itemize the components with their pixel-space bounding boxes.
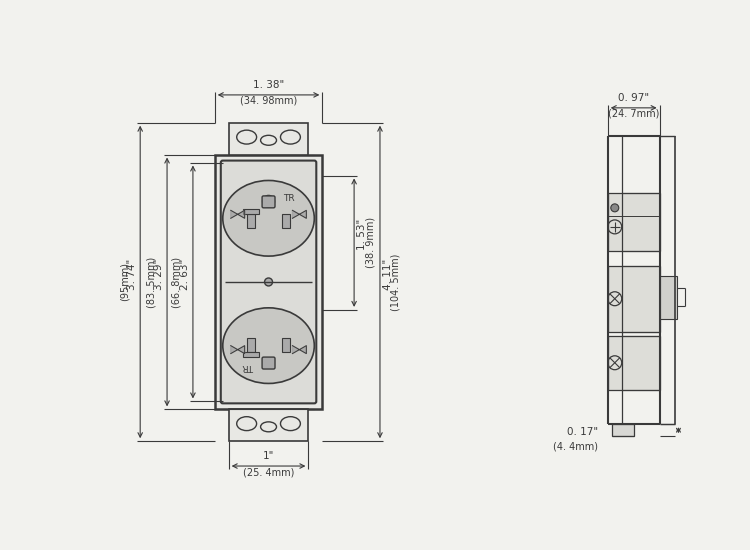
Text: (25. 4mm): (25. 4mm) — [243, 467, 294, 477]
Text: (34. 98mm): (34. 98mm) — [240, 96, 297, 106]
Bar — [608, 194, 659, 251]
FancyBboxPatch shape — [243, 210, 259, 215]
Polygon shape — [231, 210, 244, 218]
Text: (83. 5mm): (83. 5mm) — [146, 256, 156, 307]
FancyBboxPatch shape — [262, 357, 275, 369]
Ellipse shape — [223, 308, 314, 383]
Text: 1. 38": 1. 38" — [253, 80, 284, 90]
Text: (66. 8mm): (66. 8mm) — [172, 256, 182, 307]
FancyBboxPatch shape — [283, 214, 290, 228]
Text: TR: TR — [243, 362, 254, 371]
Text: 4. 11": 4. 11" — [383, 258, 393, 290]
Bar — [229, 409, 308, 441]
Bar — [612, 424, 634, 436]
Text: (95mm): (95mm) — [119, 262, 129, 301]
Text: (38. 9mm): (38. 9mm) — [365, 217, 375, 268]
Text: 0. 97": 0. 97" — [618, 93, 650, 103]
FancyBboxPatch shape — [283, 338, 290, 351]
Bar — [229, 123, 308, 155]
Polygon shape — [292, 210, 306, 218]
Text: 2. 63": 2. 63" — [180, 258, 190, 290]
Polygon shape — [231, 345, 244, 354]
Text: 3. 74": 3. 74" — [128, 258, 137, 290]
Bar — [608, 266, 659, 332]
Ellipse shape — [223, 180, 314, 256]
Text: 1. 53": 1. 53" — [357, 219, 367, 250]
Text: TR: TR — [283, 194, 294, 203]
Text: (24. 7mm): (24. 7mm) — [608, 109, 659, 119]
Text: (104. 5mm): (104. 5mm) — [391, 254, 401, 311]
Text: 0. 17": 0. 17" — [567, 427, 598, 437]
Polygon shape — [292, 345, 306, 354]
Text: 1": 1" — [262, 451, 274, 461]
Circle shape — [265, 278, 272, 286]
FancyBboxPatch shape — [243, 351, 259, 356]
FancyBboxPatch shape — [220, 161, 316, 403]
Circle shape — [610, 204, 619, 212]
FancyBboxPatch shape — [247, 214, 254, 228]
Bar — [214, 155, 322, 409]
Text: 3. 29": 3. 29" — [154, 258, 164, 290]
Bar — [659, 276, 677, 318]
Bar — [608, 336, 659, 389]
FancyBboxPatch shape — [262, 196, 275, 208]
Circle shape — [262, 195, 274, 207]
Text: (4. 4mm): (4. 4mm) — [553, 441, 598, 451]
FancyBboxPatch shape — [247, 338, 254, 351]
